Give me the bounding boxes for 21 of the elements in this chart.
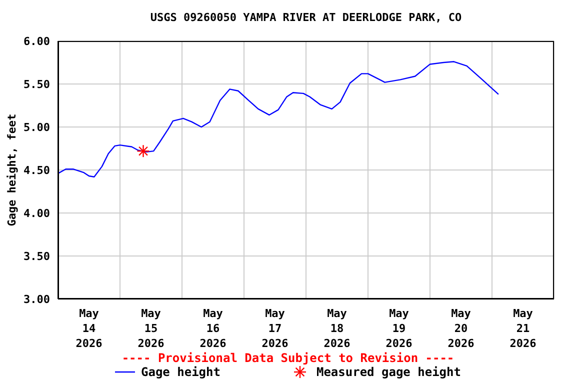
line-series: [58, 61, 500, 178]
legend-label: Gage height: [141, 365, 220, 379]
y-tick-label: 3.00: [24, 292, 50, 306]
x-tick-label: May 17 2026: [262, 307, 289, 350]
text: ---- Provisional Data Subject to Revision ----: [120, 351, 456, 365]
y-axis-title: Gage height, feet: [6, 114, 18, 226]
y-tick-label: 6.00: [24, 34, 50, 48]
x-tick-label: May 19 2026: [386, 307, 413, 350]
chart-title: USGS 09260050 YAMPA RIVER AT DEERLODGE PARK, CO: [149, 11, 463, 24]
x-tick-label: May 18 2026: [324, 307, 351, 350]
x-tick-label: May 16 2026: [200, 307, 227, 350]
x-tick-label: May 21 2026: [510, 307, 537, 350]
y-tick-label: 4.00: [24, 206, 50, 220]
y-tick-label: 5.00: [24, 120, 50, 134]
y-tick-label: 5.50: [24, 78, 50, 91]
x-tick-label: May 15 2026: [138, 307, 165, 350]
legend-label: Measured gage height: [316, 365, 461, 379]
y-tick-label: 4.50: [24, 164, 50, 177]
x-tick-label: May 20 2026: [448, 307, 475, 350]
y-tick-label: 3.50: [24, 250, 50, 263]
x-tick-label: May 14 2026: [76, 307, 103, 350]
